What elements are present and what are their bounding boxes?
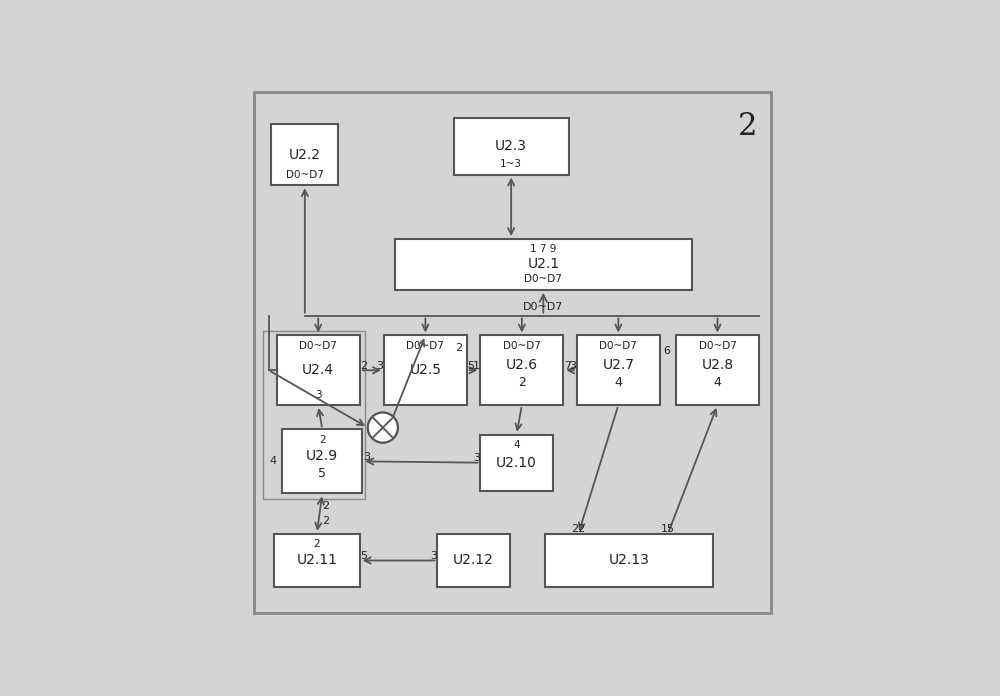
Text: U2.4: U2.4 — [302, 363, 334, 377]
Bar — [263, 331, 365, 499]
Text: 1: 1 — [473, 361, 480, 371]
Text: 3: 3 — [363, 452, 370, 462]
Text: 2: 2 — [737, 111, 757, 142]
Text: D0~D7: D0~D7 — [503, 341, 541, 351]
Bar — [282, 429, 362, 493]
Text: D0~D7: D0~D7 — [523, 302, 564, 313]
Text: U2.10: U2.10 — [496, 456, 537, 470]
Text: 2: 2 — [314, 539, 320, 549]
Bar — [480, 335, 563, 405]
Text: 2: 2 — [456, 343, 463, 353]
Bar — [676, 335, 759, 405]
Text: D0~D7: D0~D7 — [524, 274, 562, 285]
Text: 5: 5 — [360, 551, 367, 561]
Text: 2: 2 — [360, 361, 367, 371]
Text: D0~D7: D0~D7 — [599, 341, 637, 351]
Text: 6: 6 — [664, 346, 671, 356]
Bar — [384, 335, 467, 405]
Text: 3: 3 — [377, 361, 384, 371]
Text: D0~D7: D0~D7 — [286, 170, 324, 180]
Text: 15: 15 — [661, 524, 675, 535]
Circle shape — [368, 413, 398, 443]
Text: 1~3: 1~3 — [500, 159, 522, 169]
Text: D0~D7: D0~D7 — [406, 341, 444, 351]
Text: 2: 2 — [322, 501, 329, 511]
Text: 7: 7 — [564, 361, 571, 371]
Text: 4: 4 — [270, 457, 277, 466]
Text: 2: 2 — [322, 516, 329, 526]
Text: U2.13: U2.13 — [609, 553, 650, 567]
Text: 3: 3 — [430, 551, 437, 561]
Text: U2.5: U2.5 — [409, 363, 441, 377]
Bar — [274, 534, 360, 587]
Text: 2: 2 — [319, 434, 326, 445]
Text: U2.8: U2.8 — [701, 358, 734, 372]
Text: 5: 5 — [318, 466, 326, 480]
Text: 4: 4 — [614, 376, 622, 388]
Text: 3: 3 — [315, 390, 322, 400]
Text: U2.11: U2.11 — [296, 553, 337, 567]
Bar — [545, 534, 713, 587]
Bar — [437, 534, 510, 587]
Text: D0~D7: D0~D7 — [699, 341, 736, 351]
Text: D0~D7: D0~D7 — [299, 341, 337, 351]
Text: 22: 22 — [571, 524, 586, 535]
Text: U2.3: U2.3 — [495, 139, 527, 154]
Text: 4: 4 — [513, 440, 520, 450]
Bar — [395, 239, 692, 290]
Text: 4: 4 — [714, 376, 721, 388]
Bar — [577, 335, 660, 405]
Bar — [480, 434, 553, 491]
Text: U2.7: U2.7 — [602, 358, 634, 372]
Circle shape — [368, 413, 398, 443]
Bar — [271, 124, 338, 185]
Bar — [277, 335, 360, 405]
Text: 1 7 9: 1 7 9 — [530, 244, 557, 254]
Text: 5: 5 — [467, 361, 474, 371]
Text: 2: 2 — [518, 376, 526, 388]
Text: 3: 3 — [473, 453, 480, 464]
Text: U2.6: U2.6 — [506, 358, 538, 372]
Bar — [454, 118, 569, 175]
Text: U2.1: U2.1 — [527, 258, 559, 271]
Text: U2.9: U2.9 — [306, 449, 338, 463]
Text: U2.2: U2.2 — [289, 148, 321, 161]
Text: 3: 3 — [570, 361, 577, 371]
Text: U2.12: U2.12 — [453, 553, 494, 567]
